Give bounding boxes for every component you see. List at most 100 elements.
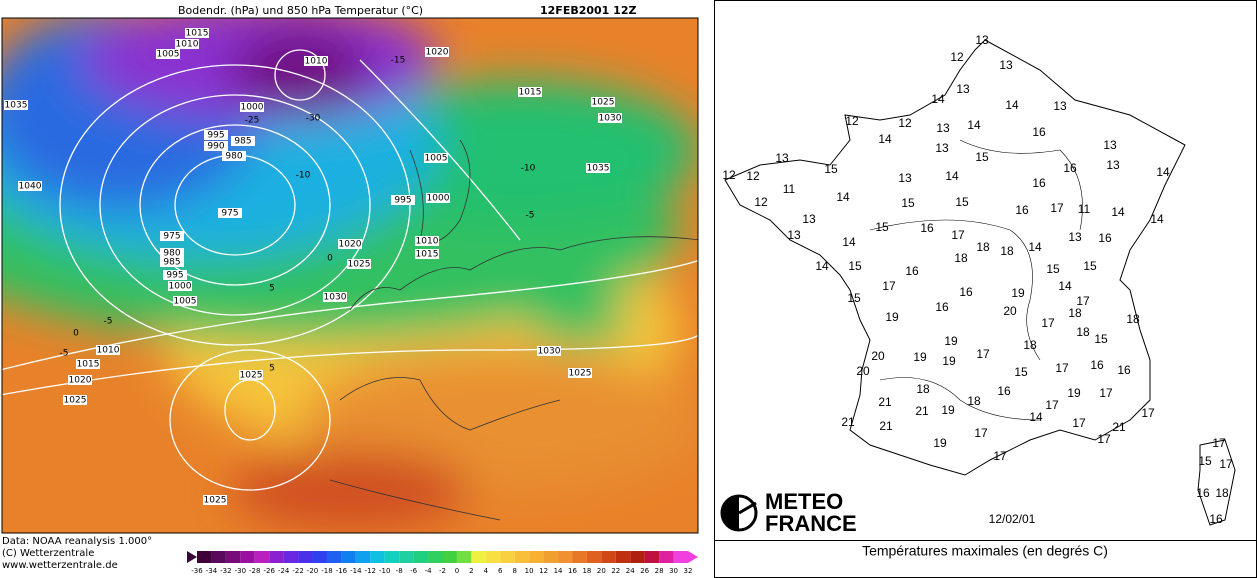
station-temperature: 19 — [942, 354, 956, 368]
colorbar-cell — [370, 551, 385, 563]
station-temperature: 15 — [901, 196, 915, 210]
station-temperature: 16 — [1032, 176, 1046, 190]
colorbar-cell — [197, 551, 212, 563]
temperature-label: 0 — [327, 254, 333, 264]
france-date: 12/02/01 — [989, 512, 1036, 526]
station-temperature: 12 — [898, 116, 912, 130]
colorbar-cell — [456, 551, 472, 563]
temperature-label: -5 — [60, 349, 69, 359]
isobar-label: 1015 — [416, 250, 439, 260]
station-temperature: 17 — [1055, 361, 1069, 375]
station-temperature: 12 — [722, 168, 736, 182]
colorbar-cell — [326, 551, 342, 563]
colorbar-cell — [254, 551, 270, 563]
temperature-label: -5 — [104, 317, 113, 327]
station-temperature: 19 — [885, 310, 899, 324]
colorbar-cell — [442, 551, 457, 563]
station-temperature: 16 — [1098, 231, 1112, 245]
isobar-label: 995 — [166, 271, 183, 281]
isobar-label-bg — [96, 345, 120, 355]
isobar-label-bg — [425, 47, 449, 57]
station-temperature: 11 — [783, 182, 796, 196]
station-temperature: 15 — [1014, 365, 1028, 379]
isobar-label-bg — [160, 231, 184, 241]
station-temperature: 16 — [997, 384, 1011, 398]
colorbar-tick-label: 10 — [525, 567, 534, 575]
station-temperature: 18 — [1023, 338, 1037, 352]
isobar-label: 1025 — [240, 371, 263, 381]
colorbar-tick-label: 26 — [640, 567, 649, 575]
colorbar-tick-label: -32 — [220, 567, 231, 575]
isobar-label: 985 — [163, 258, 180, 268]
colorbar-cell — [413, 551, 429, 563]
isobar-label-bg — [160, 257, 184, 267]
station-temperature: 15 — [847, 291, 861, 305]
weather-map — [2, 18, 698, 533]
station-temperature: 13 — [999, 58, 1013, 72]
colorbar-cell — [615, 551, 631, 563]
station-temperature: 15 — [875, 220, 889, 234]
isobar-label-bg — [537, 346, 561, 356]
colorbar-cell — [529, 551, 544, 563]
station-temperature: 18 — [954, 251, 968, 265]
station-temperature: 21 — [879, 419, 893, 433]
colorbar-cell — [269, 551, 284, 563]
colorbar-cell — [399, 551, 414, 563]
colorbar-tick-label: -28 — [249, 567, 260, 575]
station-temperature: 17 — [1141, 406, 1155, 420]
isobar-label: 1010 — [97, 346, 120, 356]
station-temperature: 17 — [1050, 201, 1064, 215]
station-temperature: 18 — [1126, 312, 1140, 326]
isobar-label-bg — [204, 130, 228, 140]
isobar-label-bg — [175, 39, 199, 49]
isobar-label: 1020 — [426, 48, 449, 58]
temperature-label: -15 — [391, 56, 406, 66]
station-temperature: 16 — [920, 221, 934, 235]
isobar-label: 1025 — [348, 260, 371, 270]
station-temperature: 15 — [1094, 332, 1108, 346]
station-temperature: 15 — [1198, 454, 1212, 468]
footer: (C) Wetterzentrale — [2, 548, 94, 559]
isobar-label-bg — [415, 236, 439, 246]
footer: Data: NOAA reanalysis 1.000° — [2, 536, 152, 547]
station-temperature: 21 — [878, 395, 892, 409]
colorbar-arrow — [187, 551, 197, 563]
station-temperature: 17 — [974, 426, 988, 440]
corsica-outline — [1197, 439, 1236, 526]
station-temperature: 16 — [1209, 512, 1223, 526]
station-temperature: 12 — [950, 50, 964, 64]
colorbar-cell — [471, 551, 486, 563]
station-temperature: 15 — [955, 195, 969, 209]
colorbar-tick-label: -26 — [263, 567, 275, 575]
colorbar-tick-label: 4 — [484, 567, 489, 575]
colorbar-tick-label: -24 — [278, 567, 290, 575]
station-temperature: 13 — [898, 171, 912, 185]
station-temperature: 21 — [841, 415, 855, 429]
isobar-label: 985 — [234, 137, 251, 147]
isobar-label: 1015 — [519, 88, 542, 98]
isobar-label: 1010 — [176, 40, 199, 50]
isobar-label: 1035 — [587, 164, 610, 174]
station-temperature: 13 — [1106, 158, 1120, 172]
station-temperature: 19 — [913, 350, 927, 364]
station-temperature: 18 — [976, 240, 990, 254]
isobar-label: 1010 — [305, 57, 328, 67]
station-temperature: 13 — [1103, 138, 1117, 152]
station-temperature: 14 — [1156, 165, 1170, 179]
station-temperature: 18 — [1000, 244, 1014, 258]
station-temperature: 14 — [842, 235, 856, 249]
colorbar-tick-label: 2 — [469, 567, 473, 575]
colorbar-tick-label: 8 — [512, 567, 516, 575]
isobar-label: 1035 — [5, 101, 28, 111]
colorbar-cell — [543, 551, 559, 563]
station-temperature: 17 — [951, 228, 965, 242]
colorbar-cell — [630, 551, 645, 563]
station-temperature: 14 — [1058, 279, 1072, 293]
isobar-label-bg — [4, 100, 28, 110]
station-temperature: 16 — [935, 300, 949, 314]
station-temperature: 17 — [1212, 436, 1226, 450]
station-temperature: 19 — [944, 334, 958, 348]
isobar-label-bg — [338, 239, 362, 249]
station-temperature: 13 — [1053, 99, 1067, 113]
station-temperature: 16 — [1117, 363, 1131, 377]
